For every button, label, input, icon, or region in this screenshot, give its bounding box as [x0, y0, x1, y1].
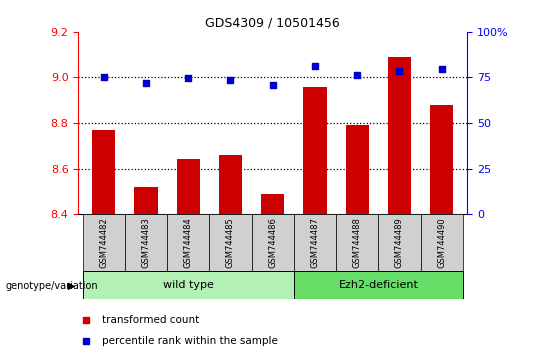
Bar: [294, 214, 336, 271]
Bar: [388, 57, 411, 214]
Text: GSM744485: GSM744485: [226, 217, 235, 268]
Text: GSM744487: GSM744487: [310, 217, 320, 268]
Text: GSM744490: GSM744490: [437, 217, 446, 268]
Text: Ezh2-deficient: Ezh2-deficient: [339, 280, 418, 290]
Text: GSM744488: GSM744488: [353, 217, 362, 268]
Bar: [252, 214, 294, 271]
Point: [99, 74, 108, 79]
Bar: [294, 271, 463, 299]
Text: GSM744484: GSM744484: [184, 217, 193, 268]
Text: GSM744483: GSM744483: [141, 217, 151, 268]
Text: transformed count: transformed count: [102, 315, 199, 325]
Bar: [379, 214, 421, 271]
Bar: [134, 187, 158, 214]
Point: [437, 67, 446, 72]
Point: [268, 82, 277, 87]
Title: GDS4309 / 10501456: GDS4309 / 10501456: [205, 16, 340, 29]
Bar: [430, 105, 454, 214]
Bar: [83, 214, 125, 271]
Bar: [219, 155, 242, 214]
Bar: [261, 194, 285, 214]
Bar: [346, 125, 369, 214]
Text: GSM744482: GSM744482: [99, 217, 108, 268]
Text: wild type: wild type: [163, 280, 214, 290]
Bar: [303, 86, 327, 214]
Bar: [210, 214, 252, 271]
Point: [141, 80, 150, 86]
Text: GSM744489: GSM744489: [395, 217, 404, 268]
Text: ▶: ▶: [68, 281, 75, 291]
Bar: [167, 214, 210, 271]
Point: [353, 72, 362, 78]
Text: GSM744486: GSM744486: [268, 217, 277, 268]
Bar: [92, 130, 115, 214]
Bar: [177, 159, 200, 214]
Text: genotype/variation: genotype/variation: [5, 281, 98, 291]
Bar: [421, 214, 463, 271]
Bar: [83, 271, 294, 299]
Bar: [125, 214, 167, 271]
Point: [226, 77, 235, 83]
Bar: [336, 214, 379, 271]
Point: [310, 64, 319, 69]
Text: percentile rank within the sample: percentile rank within the sample: [102, 336, 278, 346]
Point: [395, 68, 404, 74]
Point: [184, 75, 192, 81]
